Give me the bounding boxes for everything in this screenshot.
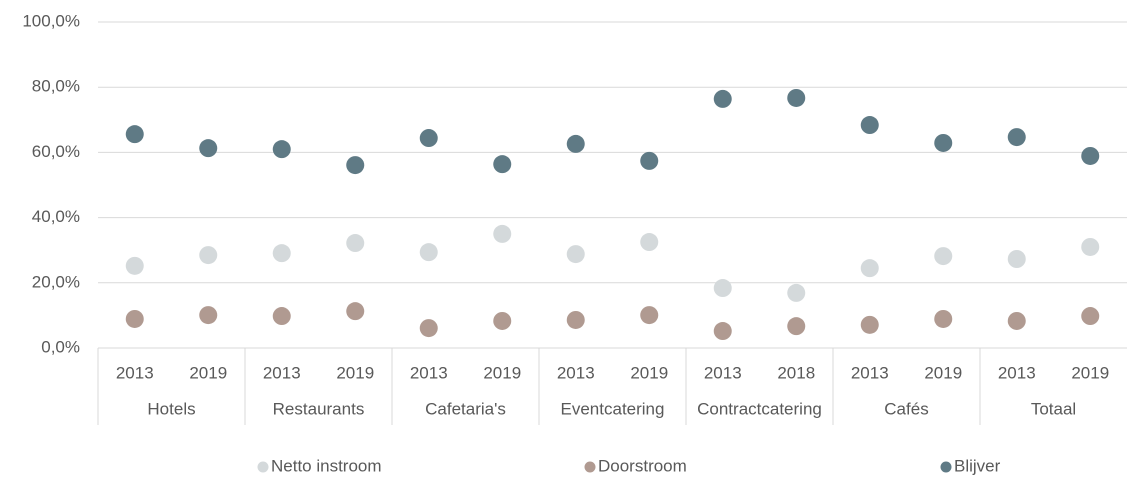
legend-label: Blijver <box>954 456 1001 475</box>
y-tick-label: 80,0% <box>32 77 80 96</box>
dot <box>346 302 365 321</box>
dot <box>125 256 144 275</box>
dot <box>566 134 585 153</box>
x-tick-label: 2019 <box>630 363 668 382</box>
x-tick-label: 2019 <box>483 363 521 382</box>
dot <box>860 315 879 334</box>
dot <box>1081 307 1100 326</box>
x-tick-label: 2019 <box>189 363 227 382</box>
legend-label: Netto instroom <box>271 456 382 475</box>
dot <box>934 247 953 266</box>
group-label: Hotels <box>147 399 195 418</box>
legend-label: Doorstroom <box>598 456 687 475</box>
group-label: Cafetaria's <box>425 399 506 418</box>
dot <box>860 259 879 278</box>
x-tick-label: 2019 <box>336 363 374 382</box>
y-tick-label: 100,0% <box>22 11 80 30</box>
dot <box>493 224 512 243</box>
dot <box>640 306 659 325</box>
dot <box>1007 250 1026 269</box>
dot <box>1081 146 1100 165</box>
y-tick-label: 20,0% <box>32 272 80 291</box>
x-tick-label: 2019 <box>924 363 962 382</box>
group-label: Contractcatering <box>697 399 822 418</box>
legend-marker <box>584 461 596 473</box>
legend-marker <box>940 461 952 473</box>
x-tick-label: 2013 <box>998 363 1036 382</box>
y-tick-label: 40,0% <box>32 207 80 226</box>
x-tick-label: 2013 <box>704 363 742 382</box>
dot <box>125 125 144 144</box>
dot <box>934 133 953 152</box>
dot <box>860 116 879 135</box>
x-tick-label: 2013 <box>410 363 448 382</box>
x-tick-label: 2018 <box>777 363 815 382</box>
x-tick-label: 2013 <box>263 363 301 382</box>
dot <box>419 319 438 338</box>
dot <box>934 309 953 328</box>
legend-marker <box>257 461 269 473</box>
x-tick-label: 2013 <box>116 363 154 382</box>
dot <box>566 245 585 264</box>
dot <box>640 233 659 252</box>
dot <box>125 309 144 328</box>
x-tick-label: 2019 <box>1071 363 1109 382</box>
dot <box>713 322 732 341</box>
dot <box>640 151 659 170</box>
group-label: Cafés <box>884 399 928 418</box>
dot <box>199 139 218 158</box>
dot <box>346 234 365 253</box>
group-label: Totaal <box>1031 399 1076 418</box>
dot <box>1007 311 1026 330</box>
dot <box>787 317 806 336</box>
x-tick-label: 2013 <box>557 363 595 382</box>
dot <box>272 140 291 159</box>
dot <box>787 88 806 107</box>
dot <box>419 243 438 262</box>
dot <box>713 279 732 298</box>
group-label: Eventcatering <box>561 399 665 418</box>
dot <box>1007 128 1026 147</box>
dot <box>272 307 291 326</box>
dot <box>419 129 438 148</box>
dot <box>713 89 732 108</box>
y-tick-label: 0,0% <box>41 337 80 356</box>
dot <box>272 244 291 263</box>
group-label: Restaurants <box>273 399 365 418</box>
dot <box>199 306 218 325</box>
dot <box>493 311 512 330</box>
dot <box>566 310 585 329</box>
dot <box>1081 237 1100 256</box>
dot <box>346 156 365 175</box>
y-tick-label: 60,0% <box>32 142 80 161</box>
dot <box>787 283 806 302</box>
dot <box>199 246 218 265</box>
dot <box>493 155 512 174</box>
x-tick-label: 2013 <box>851 363 889 382</box>
